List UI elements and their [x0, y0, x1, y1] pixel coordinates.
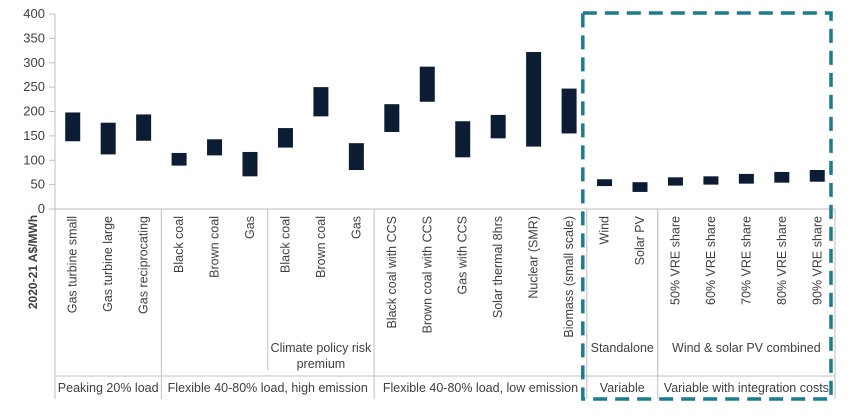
y-axis: 0 50 100 150 200 250 300 350 400 — [23, 6, 56, 216]
range-bar — [136, 114, 152, 141]
category-label: 70% VRE share — [739, 216, 753, 305]
group-label: Flexible 40-80% load, low emission — [383, 381, 578, 395]
category-label: Brown coal — [314, 216, 328, 278]
category-label: Gas reciprocating — [137, 216, 151, 314]
category-label: Gas — [349, 216, 363, 239]
range-bar — [774, 171, 790, 183]
group-label: Variable — [600, 381, 645, 395]
y-tick-label: 200 — [23, 104, 45, 119]
range-bar — [667, 177, 683, 186]
y-tick-label: 400 — [23, 6, 45, 21]
range-bar — [313, 87, 329, 117]
category-label: 90% VRE share — [810, 216, 824, 305]
range-bar — [738, 173, 754, 184]
x-axis: Gas turbine small Gas turbine large Gas re… — [54, 208, 836, 399]
category-label: Biomass (small scale) — [562, 216, 576, 338]
category-label: Gas — [243, 216, 257, 239]
y-axis-label: 2020-21 A$/MWh — [26, 215, 40, 309]
range-bar — [419, 66, 435, 102]
y-tick-label: 350 — [23, 30, 45, 45]
range-bar — [207, 139, 223, 156]
category-label: Solar PV — [633, 215, 647, 265]
category-label: 50% VRE share — [668, 216, 682, 305]
range-bar — [597, 179, 613, 187]
range-bar — [100, 122, 116, 155]
category-label: Black coal — [278, 216, 292, 273]
range-bar — [65, 112, 81, 142]
subgroup-label: Climate policy risk — [271, 341, 372, 355]
category-label: Gas turbine large — [101, 216, 115, 312]
subgroup-label: premium — [297, 357, 346, 371]
y-tick-label: 250 — [23, 79, 45, 94]
subgroup-label: Wind & solar PV combined — [672, 341, 821, 355]
highlight-dashed-box — [581, 11, 833, 401]
y-tick-label: 300 — [23, 55, 45, 70]
group-label: Variable with integration costs — [664, 381, 829, 395]
category-label: Black coal — [172, 216, 186, 273]
y-tick-label: 150 — [23, 128, 45, 143]
category-label: 60% VRE share — [704, 216, 718, 305]
range-bar — [242, 151, 258, 177]
range-bar — [277, 128, 293, 148]
range-bar — [632, 182, 648, 192]
y-tick-label: 0 — [38, 201, 45, 216]
range-bar — [561, 88, 577, 134]
category-label: Brown coal — [208, 216, 222, 278]
category-label: Gas with CCS — [456, 216, 470, 295]
range-bar — [703, 176, 719, 185]
category-label: Solar thermal 8hrs — [491, 216, 505, 318]
range-bar — [171, 152, 187, 166]
category-label: 80% VRE share — [775, 216, 789, 305]
range-bar — [526, 52, 542, 147]
bars — [65, 52, 825, 192]
subgroup-label: Standalone — [591, 341, 654, 355]
category-label: Gas turbine small — [66, 216, 80, 313]
y-tick-label: 100 — [23, 152, 45, 167]
group-label: Peaking 20% load — [58, 381, 159, 395]
group-label: Flexible 40-80% load, high emission — [168, 381, 368, 395]
highlight-box — [581, 11, 833, 401]
range-bar — [809, 170, 825, 182]
range-bar — [455, 121, 471, 158]
category-label: Wind — [598, 216, 612, 245]
range-bar — [348, 143, 364, 170]
y-tick-label: 50 — [31, 177, 45, 192]
range-bar — [384, 104, 400, 132]
range-bar — [490, 114, 506, 139]
category-label: Nuclear (SMR) — [527, 216, 541, 299]
category-label: Black coal with CCS — [385, 216, 399, 329]
category-label: Brown coal with CCS — [420, 216, 434, 333]
